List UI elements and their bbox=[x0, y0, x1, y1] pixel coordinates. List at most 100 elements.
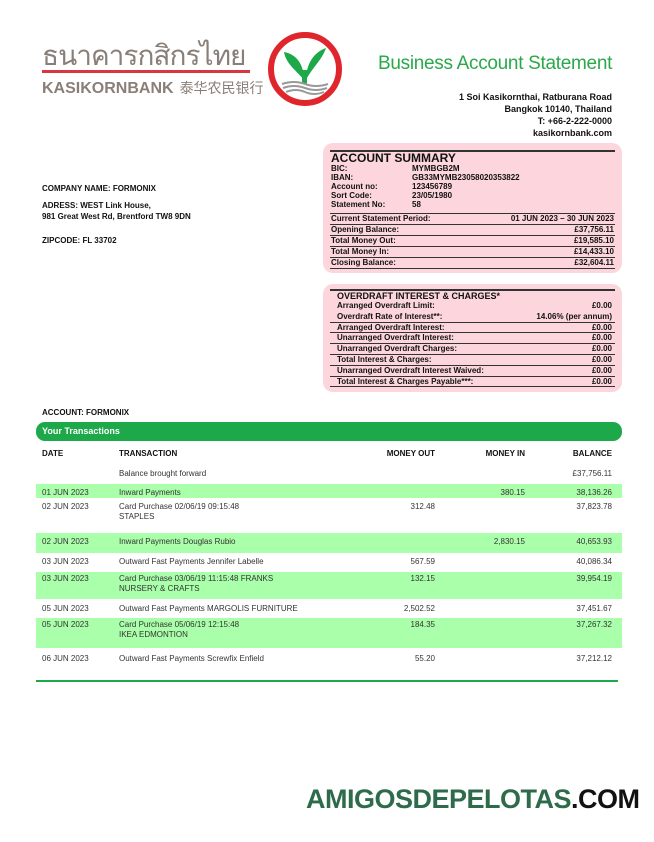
account-label-text: ACCOUNT: bbox=[42, 408, 84, 417]
logo-divider bbox=[42, 70, 250, 73]
summary-total-value: £19,585.10 bbox=[573, 236, 614, 245]
rule bbox=[330, 213, 615, 214]
rule bbox=[330, 289, 615, 291]
overdraft-title: OVERDRAFT INTEREST & CHARGES* bbox=[337, 291, 501, 301]
row-description-2: STAPLES bbox=[119, 512, 155, 521]
row-balance: 37,823.78 bbox=[576, 502, 612, 511]
overdraft-value: £0.00 bbox=[591, 333, 612, 343]
summary-value: GB33MYMB23058020353822 bbox=[412, 173, 520, 182]
rule bbox=[330, 386, 615, 387]
summary-total-value: 01 JUN 2023 – 30 JUN 2023 bbox=[510, 214, 614, 223]
col-transaction: TRANSACTION bbox=[119, 449, 178, 458]
logo-english-text: KASIKORNBANK bbox=[42, 80, 174, 97]
row-balance: 38,136.26 bbox=[576, 488, 612, 497]
col-money-out: MONEY OUT bbox=[386, 449, 435, 458]
row-description: Outward Fast Payments Screwfix Enfield bbox=[119, 654, 264, 663]
account-summary-box bbox=[323, 143, 622, 273]
watermark: AMIGOSDEPELOTAS.COM bbox=[306, 784, 640, 815]
watermark-suffix: .COM bbox=[571, 784, 640, 814]
summary-label: IBAN: bbox=[331, 173, 354, 182]
logo-english: KASIKORNBANK 泰华农民银行 bbox=[42, 78, 264, 98]
summary-value: 23/05/1980 bbox=[412, 191, 453, 200]
row-money-out: 2,502.52 bbox=[403, 604, 435, 613]
website: kasikornbank.com bbox=[532, 128, 612, 138]
row-description: Card Purchase 05/06/19 12:15:48 bbox=[119, 620, 240, 629]
rule bbox=[330, 375, 615, 377]
row-balance: 37,267.32 bbox=[576, 620, 612, 629]
row-money-out: 132.15 bbox=[410, 574, 435, 583]
overdraft-value: £0.00 bbox=[591, 322, 612, 332]
address-line: 1 Soi Kasikornthai, Ratburana Road bbox=[458, 92, 612, 102]
phone: T: +66-2-222-0000 bbox=[537, 116, 612, 126]
row-date: 02 JUN 2023 bbox=[42, 502, 89, 511]
summary-label: Sort Code: bbox=[331, 191, 372, 200]
overdraft-label: Overdraft Rate of Interest**: bbox=[337, 311, 443, 321]
row-balance: 37,451.67 bbox=[576, 604, 612, 613]
rule bbox=[330, 364, 615, 366]
logo-chinese-text: 泰华农民银行 bbox=[179, 80, 264, 96]
account-label: ACCOUNT: FORMONIX bbox=[42, 408, 129, 417]
row-money-out: 312.48 bbox=[410, 502, 435, 511]
row-description: Outward Fast Payments MARGOLIS FURNITURE bbox=[119, 604, 298, 613]
overdraft-value: £0.00 bbox=[591, 344, 612, 354]
summary-label: Account no: bbox=[331, 182, 378, 191]
overdraft-value: 14.06% (per annum) bbox=[536, 311, 612, 321]
rule bbox=[330, 332, 615, 334]
row-description: Card Purchase 03/06/19 11:15:48 FRANKS bbox=[119, 574, 274, 583]
company-zipcode: ZIPCODE: FL 33702 bbox=[42, 236, 117, 245]
bank-address: 1 Soi Kasikornthai, Ratburana Road Bangk… bbox=[459, 91, 612, 139]
row-date: 02 JUN 2023 bbox=[42, 537, 89, 546]
company-address-1: ADRESS: WEST Link House, bbox=[42, 201, 151, 210]
rule bbox=[330, 321, 615, 323]
overdraft-label: Unarranged Overdraft Charges: bbox=[337, 344, 458, 354]
row-date: 05 JUN 2023 bbox=[42, 620, 89, 629]
row-description-2: NURSERY & CRAFTS bbox=[119, 584, 200, 593]
row-highlight bbox=[36, 572, 622, 599]
row-balance: 40,653.93 bbox=[576, 537, 612, 546]
summary-label: BIC: bbox=[331, 164, 348, 173]
row-highlight bbox=[36, 618, 622, 648]
rule bbox=[330, 257, 615, 258]
summary-label: Statement No: bbox=[331, 200, 386, 209]
rule bbox=[330, 150, 615, 152]
summary-total-label: Total Money Out: bbox=[331, 236, 396, 245]
row-date: 06 JUN 2023 bbox=[42, 654, 89, 663]
row-description-2: IKEA EDMONTION bbox=[119, 630, 188, 639]
address-line: Bangkok 10140, Thailand bbox=[504, 104, 612, 114]
row-description: Card Purchase 02/06/19 09:15:48 bbox=[119, 502, 240, 511]
rule bbox=[330, 246, 615, 247]
summary-value: MYMBGB2M bbox=[412, 164, 460, 173]
col-balance: BALANCE bbox=[572, 449, 612, 458]
col-date: DATE bbox=[42, 449, 64, 458]
overdraft-label: Arranged Overdraft Interest: bbox=[337, 322, 445, 332]
row-description: Inward Payments Douglas Rubio bbox=[119, 537, 236, 546]
summary-total-label: Opening Balance: bbox=[331, 225, 400, 234]
row-balance: 40,086.34 bbox=[576, 557, 612, 566]
logo-thai-text: ธนาคารกสิกรไทย bbox=[42, 39, 246, 72]
table-bottom-rule bbox=[36, 680, 618, 682]
rule bbox=[330, 224, 615, 225]
row-date: 03 JUN 2023 bbox=[42, 557, 89, 566]
page-title: Business Account Statement bbox=[378, 53, 613, 74]
row-balance: £37,756.11 bbox=[572, 469, 612, 478]
summary-total-value: £32,604.11 bbox=[574, 258, 614, 267]
overdraft-label: Unarranged Overdraft Interest: bbox=[337, 333, 454, 343]
transactions-header-bar: Your Transactions bbox=[36, 422, 622, 441]
summary-value: 58 bbox=[412, 200, 421, 209]
overdraft-value: £0.00 bbox=[591, 355, 612, 364]
row-date: 05 JUN 2023 bbox=[42, 604, 89, 613]
rule bbox=[330, 343, 615, 345]
row-balance: 39,954.19 bbox=[576, 574, 612, 583]
row-money-in: 380.15 bbox=[500, 488, 525, 497]
overdraft-label: Unarranged Overdraft Interest Waived: bbox=[337, 365, 484, 375]
col-money-in: MONEY IN bbox=[485, 449, 525, 458]
summary-value: 123456789 bbox=[412, 182, 453, 191]
row-money-in: 2,830.15 bbox=[493, 537, 525, 546]
overdraft-value: £0.00 bbox=[591, 301, 612, 310]
row-date: 03 JUN 2023 bbox=[42, 574, 89, 583]
rule bbox=[330, 235, 615, 236]
overdraft-value: £0.00 bbox=[591, 365, 612, 375]
summary-total-label: Total Money In: bbox=[331, 247, 390, 256]
row-description: Outward Fast Payments Jennifer Labelle bbox=[119, 557, 264, 566]
summary-total-value: £37,756.11 bbox=[574, 225, 614, 234]
